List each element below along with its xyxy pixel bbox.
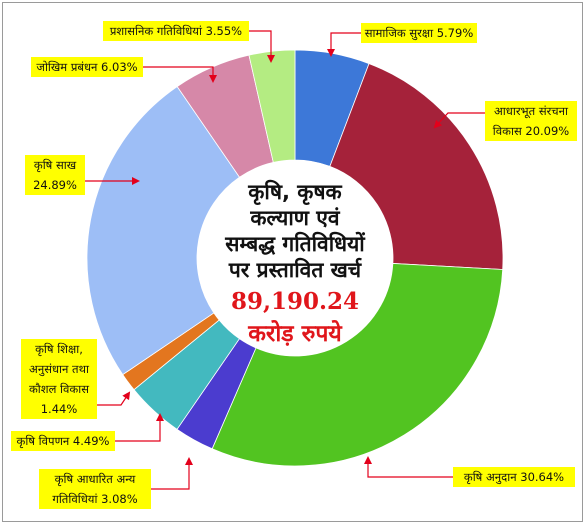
- slice-label-5-line-3: 1.44%: [41, 402, 78, 416]
- slice-arrow-3: [151, 457, 193, 490]
- slice-label-0: सामाजिक सुरक्षा 5.79%: [327, 23, 477, 57]
- slice-label-1-line-0: आधारभूत संरचना: [494, 104, 569, 119]
- slice-arrow-0: [327, 32, 361, 57]
- slice-label-5-line-1: अनुसंधान तथा: [29, 362, 90, 377]
- slice-label-5-line-0: कृषि शिक्षा,: [35, 342, 83, 357]
- slice-label-1-line-1: विकास 20.09%: [493, 124, 570, 138]
- slice-label-8-line-0: प्रशासनिक गतिविधियां 3.55%: [110, 24, 242, 38]
- chart-frame: कृषि, कृषक कल्याण एवं सम्बद्ध गतिविधियों पर…: [2, 2, 583, 522]
- slice-label-2-line-0: कृषि अनुदान 30.64%: [464, 470, 564, 485]
- slice-label-1: आधारभूत संरचना विकास 20.09%: [433, 101, 577, 141]
- center-title-line-2: सम्बद्ध गतिविधियों: [224, 231, 366, 256]
- slice-label-3-line-0: कृषि आधारित अन्य: [55, 472, 136, 487]
- slice-label-4-line-0: कृषि विपणन 4.49%: [17, 434, 110, 449]
- slice-label-4: कृषि विपणन 4.49%: [11, 413, 164, 451]
- slice-label-6: कृषि साख 24.89%: [25, 155, 140, 195]
- slice-arrow-1: [433, 112, 485, 129]
- slice-label-2: कृषि अनुदान 30.64%: [364, 456, 575, 487]
- slice-label-3: कृषि आधारित अन्य गतिविधियां 3.08%: [39, 457, 193, 509]
- center-title-line-0: कृषि, कृषक: [247, 179, 342, 206]
- slice-label-3-line-1: गतिविधियां 3.08%: [52, 492, 137, 506]
- donut-hole: [197, 160, 393, 356]
- slice-label-7-line-0: जोखिम प्रबंधन 6.03%: [36, 60, 137, 74]
- slice-label-5-line-2: कौशल विकास: [29, 382, 89, 396]
- slice-arrow-5: [97, 391, 131, 406]
- center-title-line-3: पर प्रस्तावित खर्च: [228, 257, 363, 282]
- center-unit: करोड़ रुपये: [247, 319, 343, 347]
- slice-arrow-4: [115, 413, 164, 442]
- slice-label-8: प्रशासनिक गतिविधियां 3.55%: [103, 21, 275, 63]
- slice-arrow-8: [249, 30, 275, 63]
- slice-label-5: कृषि शिक्षा, अनुसंधान तथा कौशल विकास 1.44%: [21, 339, 131, 419]
- slice-arrow-2: [364, 456, 453, 478]
- slice-label-6-line-1: 24.89%: [33, 178, 77, 192]
- slice-label-7: जोखिम प्रबंधन 6.03%: [31, 57, 217, 83]
- center-title-line-1: कल्याण एवं: [249, 206, 340, 230]
- slice-arrow-7: [143, 66, 217, 83]
- center-amount: 89,190.24: [231, 288, 359, 315]
- slice-label-6-line-0: कृषि साख: [34, 158, 77, 173]
- slice-label-0-line-0: सामाजिक सुरक्षा 5.79%: [365, 26, 474, 41]
